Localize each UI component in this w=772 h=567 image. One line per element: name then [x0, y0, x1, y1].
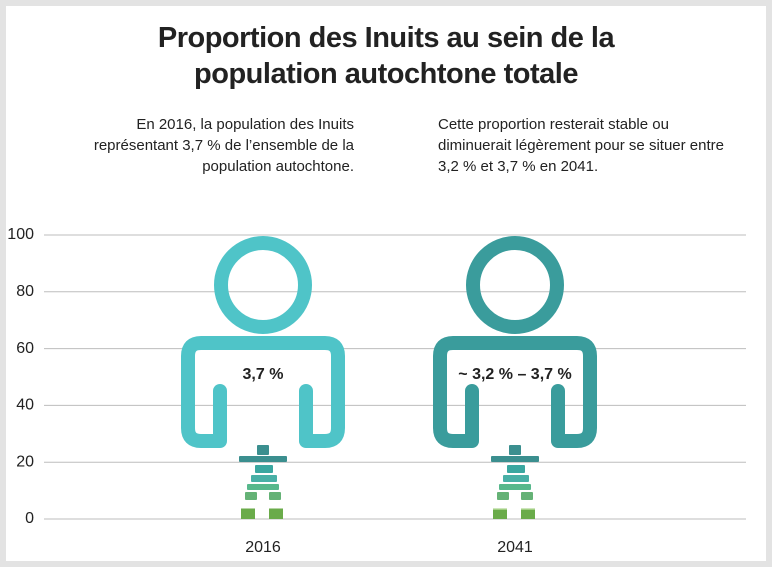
person-head	[221, 243, 305, 327]
y-tick-label: 20	[16, 453, 34, 470]
inukshuk-stone	[269, 492, 281, 500]
bar	[241, 508, 255, 519]
value-label: ~ 3,2 % – 3,7 %	[458, 366, 571, 383]
bar	[269, 508, 283, 519]
y-tick-label: 80	[16, 283, 34, 300]
inukshuk-stone	[257, 445, 269, 455]
x-tick-label: 2016	[245, 539, 281, 556]
inukshuk-stone	[239, 456, 287, 462]
infographic: Proportion des Inuits au sein de la popu…	[0, 0, 772, 567]
inukshuk-stone	[491, 456, 539, 462]
bar-range	[521, 508, 535, 509]
inukshuk-stone	[503, 475, 529, 482]
value-label: 3,7 %	[243, 366, 284, 383]
y-tick-label: 60	[16, 340, 34, 357]
inukshuk-stone	[521, 492, 533, 500]
inukshuk-stone	[497, 492, 509, 500]
inukshuk-stone	[245, 492, 257, 500]
chart: 0 20 40 60 80 100 2016 3,7 % 2041 ~ 3,2 % – 3,7 %	[6, 6, 766, 561]
bar	[521, 510, 535, 519]
x-tick-label: 2041	[497, 539, 533, 556]
inukshuk-stone	[499, 484, 531, 490]
person-body	[188, 343, 338, 441]
y-tick-label: 0	[25, 510, 34, 527]
inukshuk-icon	[491, 445, 539, 500]
bar-range	[493, 508, 507, 509]
inukshuk-stone	[255, 465, 273, 473]
inukshuk-stone	[507, 465, 525, 473]
y-tick-label: 100	[7, 226, 34, 243]
inukshuk-stone	[247, 484, 279, 490]
person-body	[440, 343, 590, 441]
inukshuk-stone	[509, 445, 521, 455]
bar	[493, 510, 507, 519]
y-tick-label: 40	[16, 397, 34, 414]
inukshuk-stone	[251, 475, 277, 482]
person-head	[473, 243, 557, 327]
inukshuk-icon	[239, 445, 287, 500]
